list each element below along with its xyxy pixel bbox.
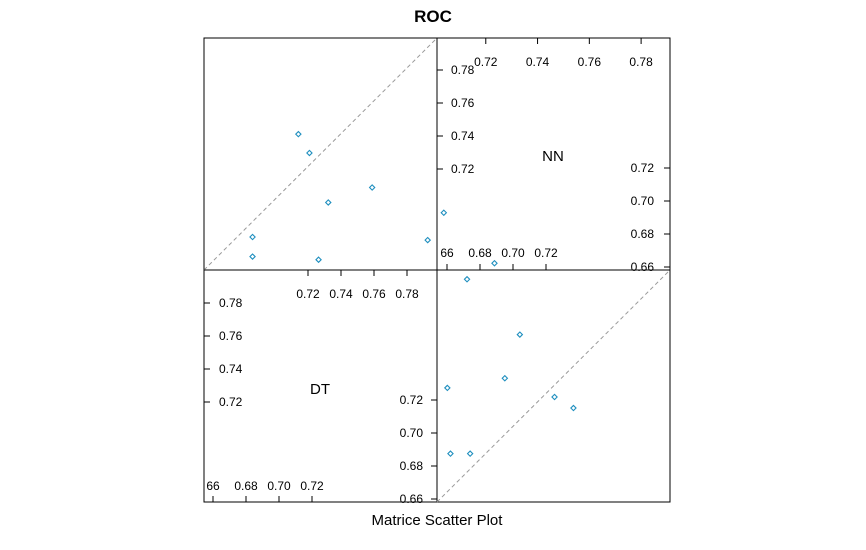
tick-label-left: 0.72 <box>451 162 475 176</box>
tick-label-bottom: 0.72 <box>300 479 324 493</box>
scatter-point <box>447 450 454 458</box>
tick-label-top: 0.72 <box>474 55 498 69</box>
scatter-point <box>551 393 558 401</box>
tick-label-bottom: 0.70 <box>501 246 525 260</box>
tick-label-top: 0.78 <box>629 55 653 69</box>
tick-label-right: 0.70 <box>400 426 424 440</box>
tick-label-left: 0.78 <box>219 296 243 310</box>
tick-label-right: 0.66 <box>631 260 655 274</box>
scatter-point <box>306 149 313 157</box>
tick-label-bottom: 66 <box>206 479 220 493</box>
x-axis-label: Matrice Scatter Plot <box>372 512 504 529</box>
tick-label-left: 0.78 <box>451 63 475 77</box>
scatter-point <box>570 404 577 412</box>
tick-label-bottom: 66 <box>440 246 454 260</box>
tick-label-bottom: 0.68 <box>234 479 258 493</box>
tick-label-bottom: 0.70 <box>267 479 291 493</box>
scatter-point <box>249 233 256 241</box>
tick-label-left: 0.72 <box>219 395 243 409</box>
reference-line-bottom-right <box>436 269 671 503</box>
tick-label-left: 0.74 <box>451 129 475 143</box>
scatter-point <box>368 184 376 191</box>
tick-label-top: 0.78 <box>395 287 419 301</box>
scatter-point <box>424 236 432 244</box>
scatter-point <box>501 374 509 382</box>
tick-label-top: 0.76 <box>578 55 602 69</box>
scatter-point <box>294 130 302 138</box>
scatter-point <box>440 209 448 217</box>
tick-label-bottom: 0.72 <box>534 246 558 260</box>
tick-label-left: 0.74 <box>219 362 243 376</box>
tick-label-right: 0.70 <box>631 194 655 208</box>
tick-label-top: 0.76 <box>362 287 386 301</box>
scatter-point <box>443 384 451 392</box>
scatter-point <box>491 259 498 267</box>
panel-dt-label: DT 0.72 0.74 0.76 0.78 0.72 0.74 0.76 0.78 66 0.6… <box>203 269 438 506</box>
tick-label-right: 0.68 <box>631 227 655 241</box>
tick-label-top: 0.74 <box>329 287 353 301</box>
panel-frame-bottom-right <box>436 269 671 503</box>
tick-label-right: 0.66 <box>400 492 424 506</box>
tick-label-right: 0.72 <box>400 393 424 407</box>
tick-label-right: 0.68 <box>400 459 424 473</box>
tick-label-bottom: 0.68 <box>468 246 492 260</box>
tick-label-top: 0.72 <box>296 287 320 301</box>
tick-label-right: 0.72 <box>631 161 655 175</box>
variable-label-nn: NN <box>542 148 564 165</box>
scatter-point <box>324 199 332 206</box>
scatter-point <box>463 275 471 283</box>
scatter-point <box>466 450 474 458</box>
tick-label-left: 0.76 <box>219 329 243 343</box>
panel-nn-vs-dt <box>203 37 448 271</box>
tick-label-left: 0.76 <box>451 96 475 110</box>
chart-title: ROC <box>414 7 452 26</box>
tick-label-top: 0.74 <box>526 55 550 69</box>
panel-dt-vs-nn <box>436 259 671 503</box>
variable-label-dt: DT <box>310 381 330 398</box>
reference-line-top-left <box>203 37 438 271</box>
scatter-point <box>315 256 322 264</box>
scatter-point <box>249 253 256 260</box>
scatter-point <box>516 331 524 338</box>
